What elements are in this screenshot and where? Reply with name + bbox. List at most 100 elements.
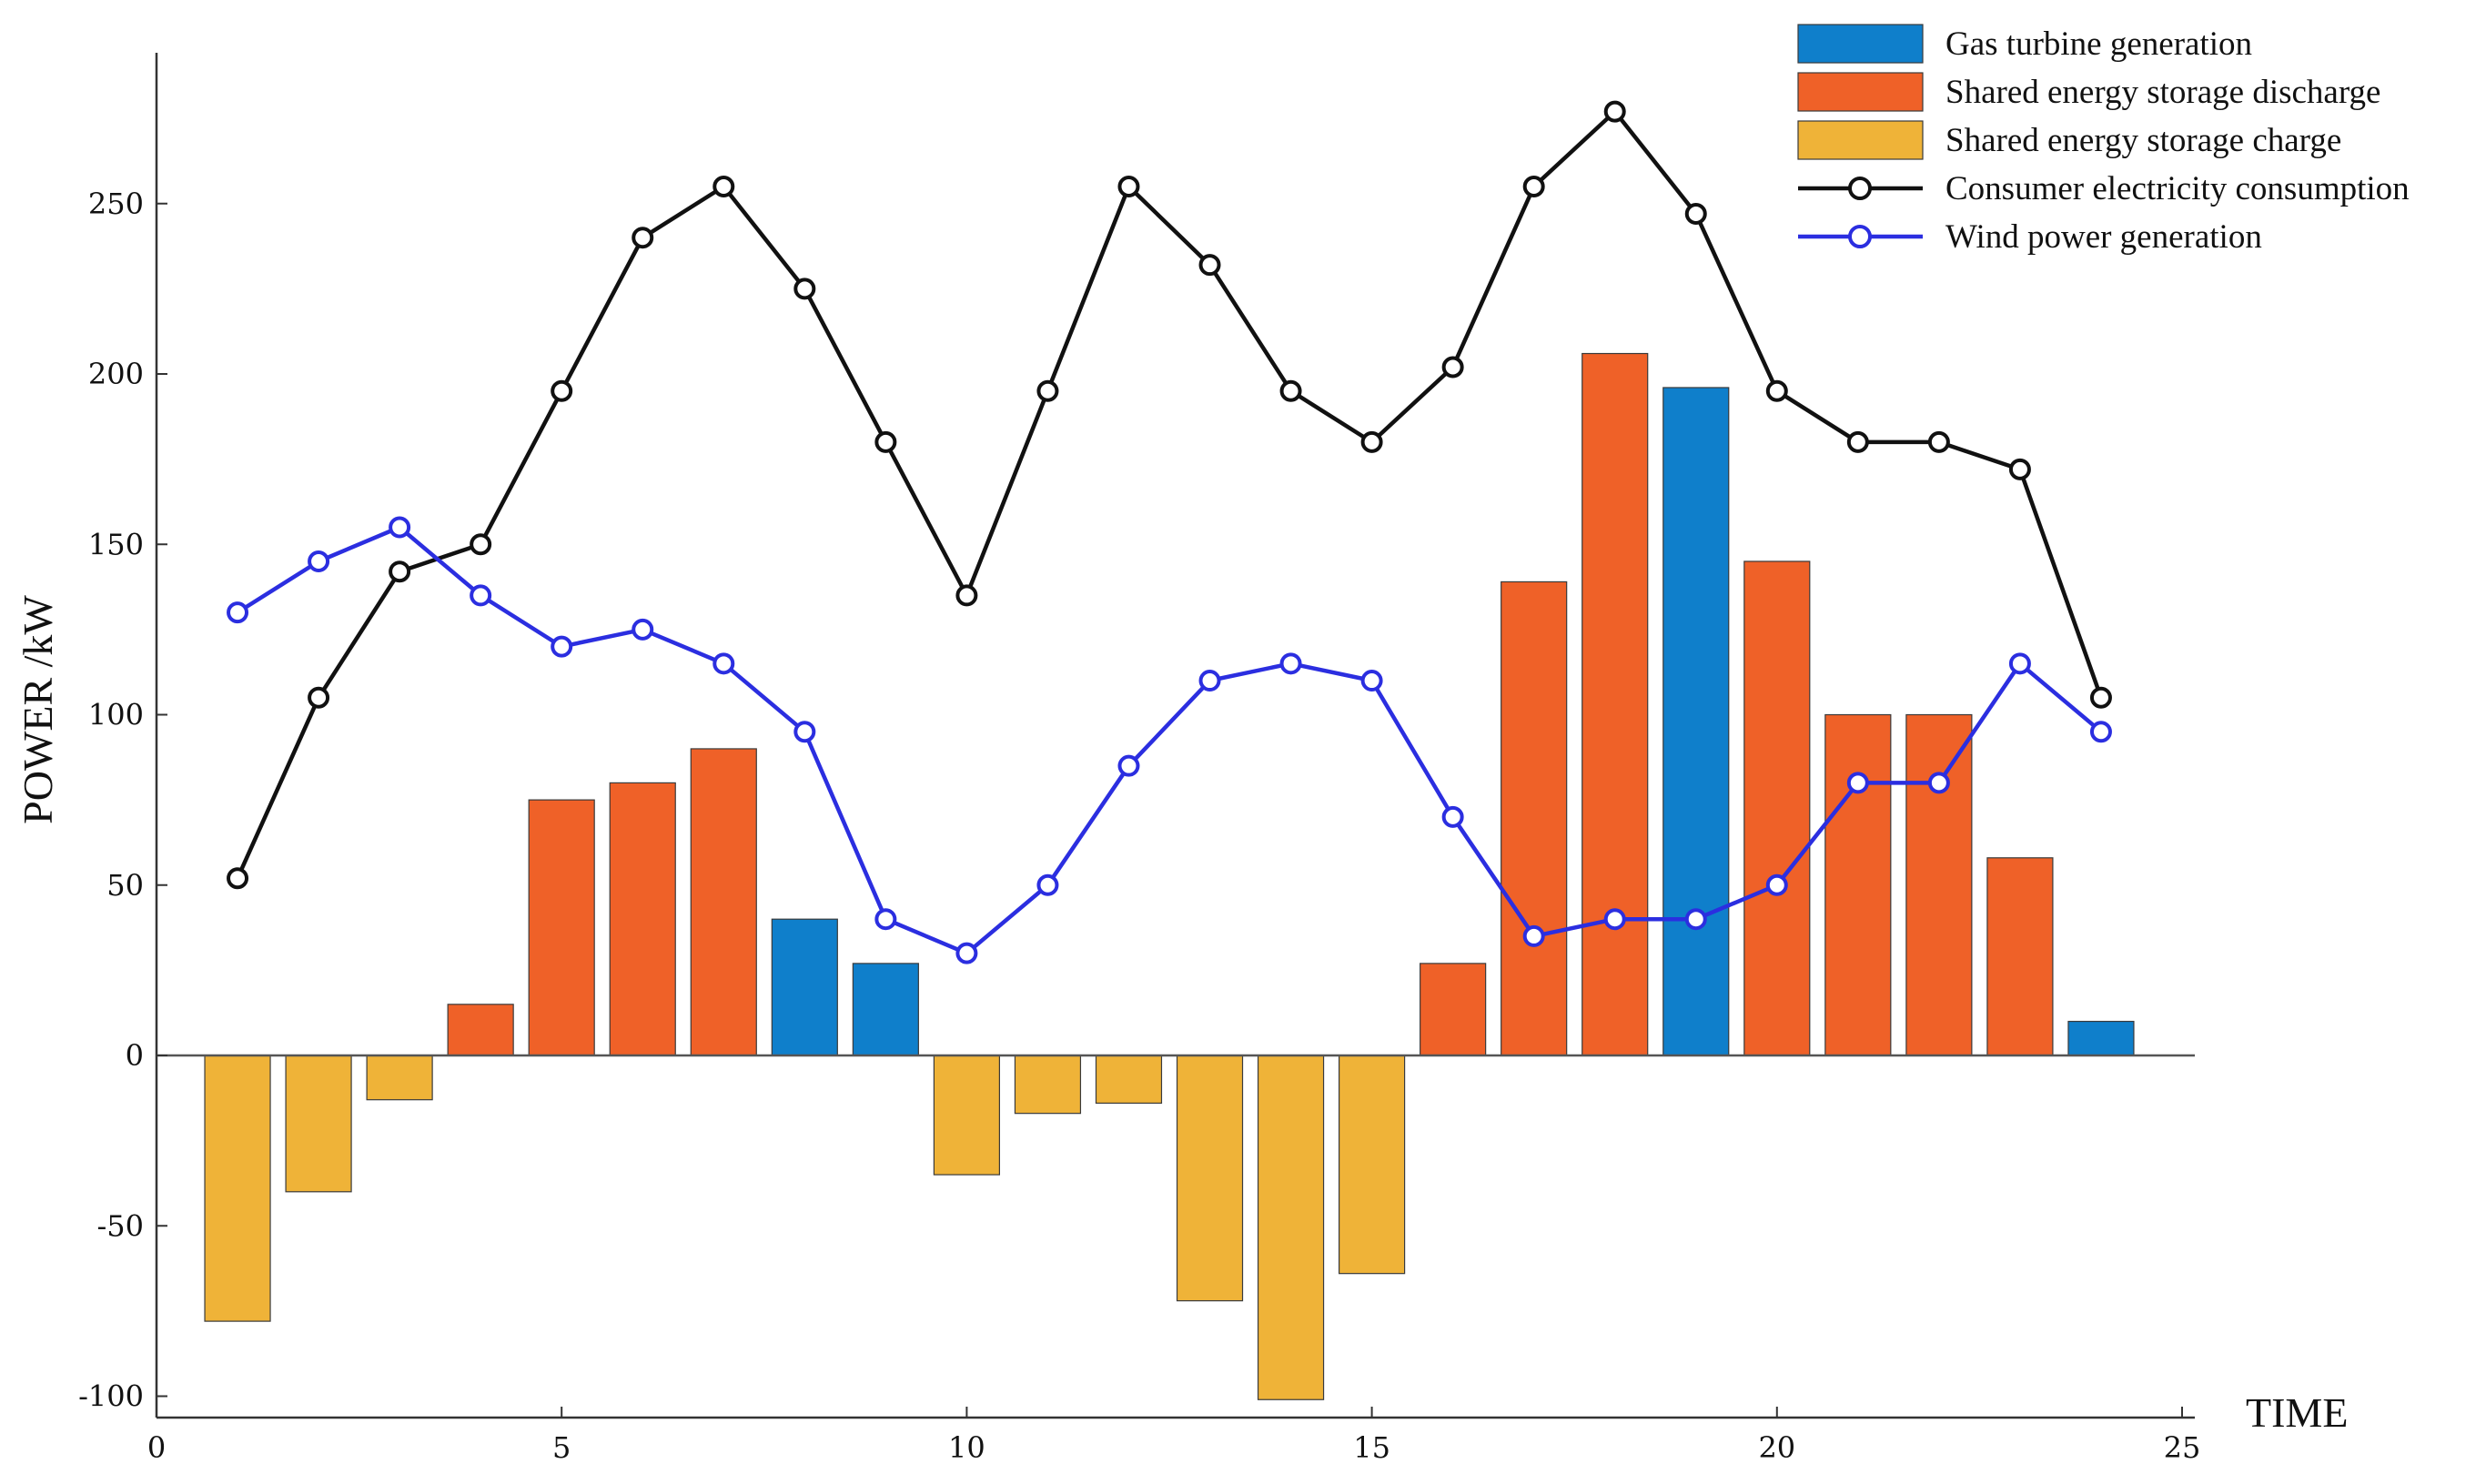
x-tick-label: 10 (948, 1430, 985, 1465)
discharge-bar (1582, 352, 1649, 1056)
discharge-bar (690, 748, 757, 1056)
discharge-bar (447, 1004, 514, 1056)
discharge-bar (1501, 580, 1568, 1056)
y-tick-label: -50 (96, 1208, 144, 1243)
charge-bar (1095, 1055, 1163, 1105)
consumption-legend-label: Consumer electricity consumption (1945, 170, 2410, 207)
consumption-point (1684, 202, 1707, 225)
wind-point (955, 942, 978, 964)
bars-layer (204, 352, 2135, 1400)
consumption-point (712, 176, 735, 198)
wind-point (470, 584, 492, 607)
consumption-point (1279, 379, 1302, 402)
x-ticks: 0 5 10 15 20 25 (147, 1407, 2201, 1465)
consumption-point (1198, 254, 1221, 277)
consumption-point (2089, 686, 2112, 709)
charge-bar (933, 1055, 1001, 1176)
wind-point (1522, 924, 1545, 947)
x-tick-label: 0 (147, 1430, 166, 1465)
consumption-point (874, 430, 897, 453)
discharge-bar (1986, 857, 2054, 1056)
consumption-point (308, 686, 330, 709)
wind-point (1846, 772, 1869, 794)
x-tick-label: 25 (2164, 1430, 2201, 1465)
y-tick-label: 200 (88, 357, 144, 391)
gas-bar (852, 963, 919, 1056)
lines-layer (227, 100, 2112, 964)
discharge-legend-label: Shared energy storage discharge (1945, 74, 2380, 111)
gas-legend-label: Gas turbine generation (1945, 25, 2252, 63)
gas-bar (2067, 1020, 2135, 1056)
wind-point (2089, 721, 2112, 743)
wind-point (1684, 908, 1707, 931)
charge-bar (1257, 1055, 1325, 1400)
gas-bar (771, 918, 838, 1056)
y-tick-label: 50 (106, 868, 144, 903)
discharge-bar (1824, 713, 1892, 1056)
wind-point (793, 721, 816, 743)
discharge-bar (528, 799, 595, 1056)
axes-layer: 0 5 10 15 20 25 -100 -50 0 50 100 150 200 250 (78, 53, 2200, 1465)
consumption-point (470, 533, 492, 556)
gas-legend-swatch (1797, 24, 1924, 64)
wind-point (1441, 805, 1464, 828)
charge-bar (1014, 1055, 1082, 1115)
wind-point (227, 601, 249, 624)
charge-bar (1176, 1055, 1244, 1302)
wind-line (236, 525, 2103, 955)
wind-point (1036, 873, 1059, 896)
y-tick-label: 100 (88, 698, 144, 732)
wind-point (308, 550, 330, 572)
consumption-point (551, 379, 573, 402)
wind-point (874, 908, 897, 931)
consumption-point (1441, 356, 1464, 379)
y-ticks: -100 -50 0 50 100 150 200 250 (78, 187, 167, 1414)
discharge-legend-swatch (1797, 72, 1924, 112)
consumption-point (1360, 430, 1383, 453)
consumption-point (1927, 430, 1950, 453)
wind-point (1765, 873, 1788, 896)
wind-point (1603, 908, 1626, 931)
charge-bar (1338, 1055, 1406, 1275)
charge-bar (366, 1055, 433, 1101)
wind-point (389, 516, 411, 539)
consumption-point (1117, 176, 1140, 198)
wind-point (1927, 772, 1950, 794)
wind-legend-marker (1848, 225, 1872, 248)
consumption-point (1846, 430, 1869, 453)
consumption-point (793, 278, 816, 300)
discharge-bar (1905, 713, 1973, 1056)
y-tick-label: 0 (126, 1038, 144, 1073)
consumption-point (955, 584, 978, 607)
consumption-point (1522, 176, 1545, 198)
wind-point (1360, 670, 1383, 692)
wind-point (551, 635, 573, 658)
wind-point (712, 652, 735, 675)
charge-bar (285, 1055, 352, 1193)
wind-point (2008, 652, 2031, 675)
x-tick-label: 5 (552, 1430, 571, 1465)
wind-point (1198, 670, 1221, 692)
wind-point (1279, 652, 1302, 675)
y-axis-label: POWER /kW (15, 595, 61, 824)
wind-point (632, 618, 654, 641)
x-tick-label: 15 (1353, 1430, 1390, 1465)
charge-legend-label: Shared energy storage charge (1945, 122, 2341, 159)
discharge-bar (1420, 963, 1487, 1056)
wind-legend-label: Wind power generation (1945, 218, 2262, 256)
consumption-point (227, 867, 249, 890)
consumption-legend-marker (1848, 177, 1872, 200)
x-tick-label: 20 (1758, 1430, 1795, 1465)
consumption-point (2008, 458, 2031, 480)
y-tick-label: 150 (88, 527, 144, 561)
discharge-bar (609, 782, 676, 1056)
y-tick-label: -100 (78, 1379, 144, 1414)
consumption-point (632, 227, 654, 249)
consumption-point (389, 560, 411, 583)
y-tick-label: 250 (88, 187, 144, 221)
gas-bar (1662, 387, 1730, 1056)
legend: Gas turbine generation Shared energy stor… (1797, 24, 2410, 256)
charge-legend-swatch (1797, 120, 1924, 160)
consumption-point (1765, 379, 1788, 402)
